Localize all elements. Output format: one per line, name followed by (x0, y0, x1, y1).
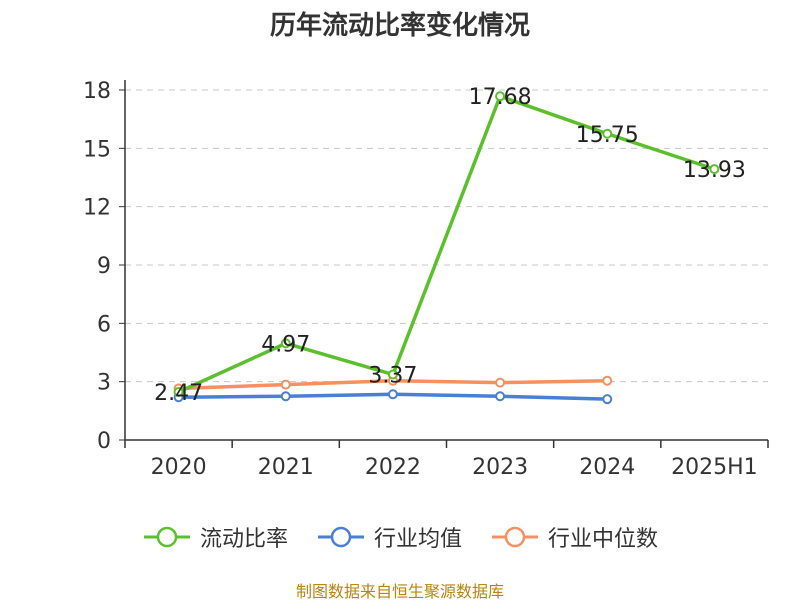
y-tick-label: 9 (97, 254, 111, 279)
data-point (387, 389, 398, 400)
legend-swatch (143, 526, 190, 548)
data-label: 2.47 (154, 381, 203, 406)
y-tick-label: 6 (97, 312, 111, 337)
chart: 0 3 6 9 12 15 18 2020 2021 2022 2023 2024 2025H1 2.4… (83, 79, 769, 480)
y-tick-label: 15 (83, 137, 111, 162)
legend-item[interactable]: 行业均值 (316, 521, 462, 553)
data-label: 15.75 (576, 123, 639, 148)
legend-label: 流动比率 (199, 527, 288, 552)
data-label: 3.37 (368, 363, 417, 388)
data-point (173, 386, 184, 397)
data-point (709, 164, 720, 175)
legend-swatch (492, 526, 538, 548)
data-point (495, 391, 506, 402)
data-point (280, 391, 291, 402)
source-note: 制图数据来自恒生聚源数据库 (295, 582, 504, 601)
data-point (280, 338, 291, 349)
y-tick-label: 3 (97, 371, 111, 396)
legend-swatch-marker (156, 526, 178, 548)
legend-item[interactable]: 流动比率 (142, 521, 288, 553)
data-point (602, 375, 613, 386)
series-line-0 (177, 94, 715, 394)
x-tick-label: 2021 (258, 455, 314, 480)
data-point (602, 394, 613, 405)
data-label: 4.97 (261, 332, 310, 357)
x-tick-label: 2024 (579, 455, 635, 480)
data-labels: 2.47 4.97 3.37 17.68 15.75 13.93 (154, 85, 746, 406)
series-lines (173, 91, 720, 405)
legend-swatch-marker (504, 526, 526, 548)
chart-title: 历年流动比率变化情况 (269, 11, 530, 41)
y-tick-label: 0 (97, 429, 111, 454)
legend-swatch-marker (330, 526, 352, 548)
legend-label: 行业均值 (373, 527, 462, 552)
x-tick-label: 2025H1 (671, 455, 758, 480)
y-tick-label: 12 (83, 196, 111, 221)
legend-label: 行业中位数 (548, 527, 659, 552)
legend: 流动比率 行业均值 行业中位数 (0, 520, 800, 554)
legend-swatch (317, 526, 364, 548)
x-tick-label: 2022 (365, 455, 421, 480)
data-point (280, 379, 291, 390)
legend-item[interactable]: 行业中位数 (490, 521, 658, 553)
data-point (602, 128, 613, 139)
axes: 0 3 6 9 12 15 18 2020 2021 2022 2023 2024 2025H1 (83, 79, 769, 480)
y-tick-label: 18 (83, 79, 111, 104)
data-point (495, 91, 506, 102)
data-point (387, 369, 398, 380)
data-label: 13.93 (683, 158, 746, 183)
x-tick-label: 2023 (472, 455, 528, 480)
data-point (495, 377, 506, 388)
data-label: 17.68 (469, 85, 532, 110)
x-tick-label: 2020 (151, 455, 207, 480)
